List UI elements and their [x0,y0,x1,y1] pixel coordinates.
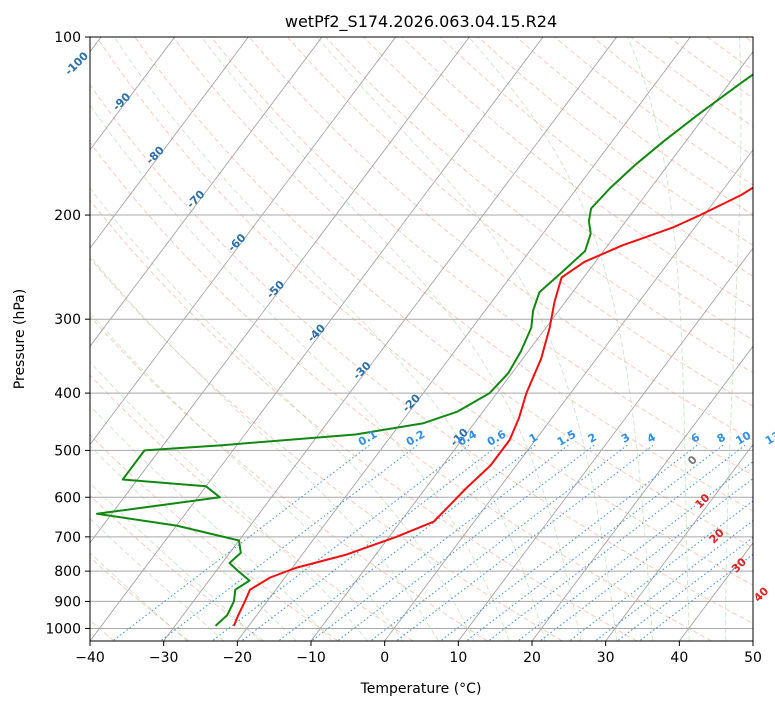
dry-adiabat [96,37,753,586]
dry-adiabat [325,37,753,374]
dry-adiabat [90,199,638,641]
profile-layer [96,73,753,627]
mixing-ratio-line [539,477,753,641]
dry-adiabat [90,434,339,641]
moist-adiabat [468,37,654,641]
isotherm [90,37,175,151]
dry-adiabat [90,556,190,641]
y-tick-label: 100 [54,30,81,46]
y-tick-label: 700 [54,530,81,546]
isotherm [90,37,544,641]
dry-adiabat [90,84,753,624]
dewpoint-profile-line [96,73,753,627]
mixing-ratio-line [616,536,753,641]
dry-adiabat [90,141,712,641]
x-tick-label: 0 [380,650,389,666]
dry-adiabat [172,37,753,512]
isotherm [531,345,753,641]
x-axis-label: Temperature (°C) [360,681,482,697]
moist-adiabat [316,37,618,641]
isotherm [90,37,470,544]
y-tick-label: 1000 [45,621,81,637]
mixing-ratio-line [465,444,724,641]
x-tick-label: 40 [670,650,688,666]
chart-title: wetPf2_S174.2026.063.04.15.R24 [285,12,557,32]
moist-adiabat [90,312,404,641]
plot-frame [89,36,754,642]
moist-adiabat [725,37,742,641]
y-tick-label: 600 [54,490,81,506]
x-tick-label: −30 [149,650,179,666]
mixing-ratio-line [311,444,569,641]
mixing-ratio-line [594,520,753,641]
isotherm [458,247,753,641]
isotherm [237,37,691,641]
moist-adiabat [90,445,297,641]
isotherm [384,149,753,641]
isotherm [90,37,323,347]
plot-area [90,37,753,641]
axes: −40 −30 −20 −10 0 10 20 30 40 50 100 200 300 400 500 60… [45,30,762,666]
mixing-ratio-line [241,444,499,641]
isotherm [605,443,753,641]
mixing-ratio-line [211,444,470,641]
mixing-ratio-line [639,553,753,641]
y-tick-label: 300 [54,312,81,328]
x-tick-label: 30 [597,650,615,666]
mixing-ratio-line [160,444,418,641]
isotherm [90,37,249,249]
moist-adiabat [627,37,690,641]
moist-adiabat [90,104,510,641]
x-tick-label: −10 [296,650,326,666]
y-tick-label: 200 [54,208,81,224]
dry-adiabat [90,257,563,641]
x-tick-label: −20 [223,650,253,666]
dry-adiabat [248,37,753,441]
mixing-ratio-line [278,444,536,641]
moist-adiabat [90,187,475,641]
moist-adiabat [90,405,333,641]
isotherm [90,37,396,446]
mixing-ratio-line [336,444,595,641]
y-tick-label: 500 [54,443,81,459]
mixing-ratio-line [487,444,746,641]
x-tick-label: −40 [75,650,105,666]
y-axis-label: Pressure (hPa) [12,289,28,389]
moist-adiabat [90,255,439,641]
mixing-ratio-line [569,500,753,641]
moist-adiabat [90,482,261,641]
mixing-ratio-line [112,444,370,641]
y-tick-label: 400 [54,386,81,402]
mixing-ratio-line [517,461,753,641]
mixing-ratio-line [440,444,698,641]
mixing-ratio-line [370,444,628,641]
y-tick-label: 800 [54,564,81,580]
dry-adiabat [363,37,753,341]
dry-adiabat [401,37,753,309]
temperature-profile-line [232,186,753,627]
mixing-ratio-line [395,444,654,641]
x-tick-label: 10 [449,650,467,666]
dry-adiabat [210,37,753,476]
y-tick-label: 900 [54,594,81,610]
x-tick-label: 50 [744,650,762,666]
moist-adiabat [90,361,369,641]
dry-adiabat [90,315,488,641]
moist-adiabat [201,37,582,641]
x-tick-label: 20 [523,650,541,666]
moist-adiabat [113,37,546,641]
